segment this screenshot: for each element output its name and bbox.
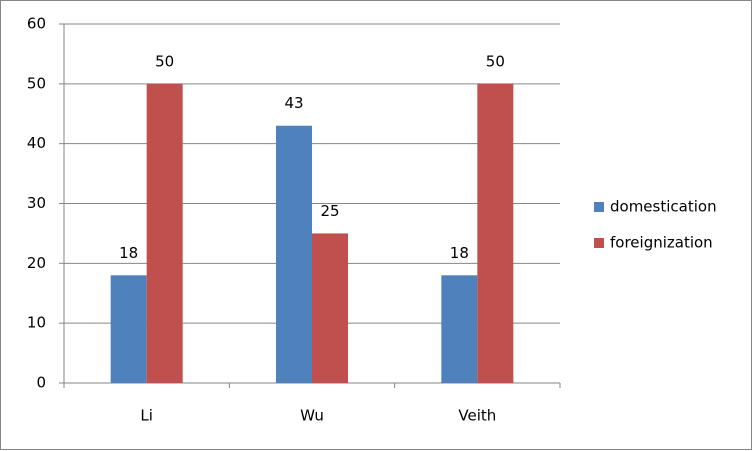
legend-label: foreignization bbox=[610, 234, 713, 252]
y-tick-label: 60 bbox=[27, 15, 46, 33]
bar bbox=[276, 125, 312, 383]
y-tick-label: 30 bbox=[27, 194, 46, 212]
data-label: 18 bbox=[119, 244, 138, 262]
legend-label: domestication bbox=[610, 198, 717, 216]
bar bbox=[110, 275, 147, 383]
bar bbox=[477, 83, 514, 383]
bar bbox=[312, 233, 348, 383]
bar bbox=[441, 275, 478, 383]
x-tick-label: Veith bbox=[458, 407, 496, 425]
y-tick-label: 20 bbox=[27, 254, 46, 272]
data-label: 25 bbox=[320, 202, 339, 220]
data-label: 50 bbox=[486, 52, 505, 70]
x-tick-label: Li bbox=[140, 407, 153, 425]
y-tick-label: 50 bbox=[27, 74, 46, 92]
y-tick-label: 10 bbox=[27, 314, 46, 332]
x-tick-label: Wu bbox=[300, 407, 324, 425]
legend-swatch bbox=[594, 238, 604, 248]
data-label: 50 bbox=[155, 52, 174, 70]
data-label: 18 bbox=[450, 244, 469, 262]
bar bbox=[146, 83, 183, 383]
legend-swatch bbox=[594, 202, 604, 212]
y-tick-label: 0 bbox=[36, 374, 46, 392]
y-tick-label: 40 bbox=[27, 134, 46, 152]
data-label: 43 bbox=[284, 94, 303, 112]
